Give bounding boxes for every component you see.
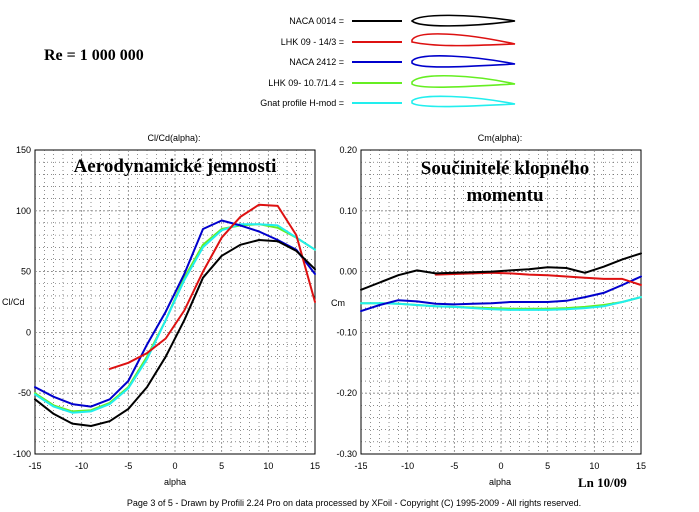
airfoil-shape-icon <box>411 74 516 88</box>
airfoil-shape-icon <box>410 14 516 27</box>
x-tick-label: 5 <box>219 461 224 471</box>
series-line <box>360 275 642 313</box>
x-tick-label: 10 <box>589 461 599 471</box>
x-tick-labels: -15 -10 -5 0 5 10 15 <box>354 461 646 471</box>
moment-coefficient-chart: Cm(alpha): 0.20 0.10 0.00 -0.10 -0.20 -0.30 -… <box>331 133 646 487</box>
legend-item: NACA 2412 = <box>289 55 516 68</box>
overlay-title: Aerodynamické jemnosti <box>74 156 277 177</box>
y-tick-label: 0.10 <box>339 206 357 216</box>
legend-label: LHK 09- 10.7/1.4 = <box>268 78 344 88</box>
y-tick-label: 50 <box>21 267 31 277</box>
legend-item: NACA 0014 = <box>289 14 516 27</box>
revision-label: Ln 10/09 <box>578 475 627 490</box>
x-axis-label: alpha <box>164 477 186 487</box>
legend-label: LHK 09 - 14/3 = <box>281 37 344 47</box>
chart-title: Cm(alpha): <box>478 133 523 143</box>
series-line <box>360 296 642 311</box>
airfoil-shape-icon <box>411 55 516 68</box>
x-tick-label: -10 <box>401 461 414 471</box>
x-axis-label: alpha <box>489 477 511 487</box>
y-tick-labels: 0.20 0.10 0.00 -0.10 -0.20 -0.30 <box>336 145 357 459</box>
x-tick-label: -5 <box>124 461 132 471</box>
x-tick-label: 5 <box>545 461 550 471</box>
overlay-title-line-1: Součinitelé klopného <box>421 158 589 179</box>
x-tick-label: 15 <box>636 461 646 471</box>
x-tick-labels: -15 -10 -5 0 5 10 15 <box>28 461 320 471</box>
x-tick-label: 15 <box>310 461 320 471</box>
legend-label: Gnat profile H-mod = <box>260 98 344 108</box>
series-line <box>34 219 316 408</box>
series-lines <box>34 203 316 427</box>
series-line <box>108 203 316 370</box>
series-line <box>434 271 642 286</box>
chart-title: Cl/Cd(alpha): <box>147 133 200 143</box>
y-tick-label: 150 <box>16 145 31 155</box>
reynolds-label: Re = 1 000 000 <box>44 47 144 64</box>
legend: NACA 0014 = LHK 09 - 14/3 = NACA 2412 = LHK… <box>260 14 516 108</box>
grid <box>35 150 315 454</box>
y-tick-label: 0.00 <box>339 267 357 277</box>
footer-text: Page 3 of 5 - Drawn by Profili 2.24 Pro … <box>127 498 581 508</box>
x-tick-label: -15 <box>28 461 41 471</box>
x-tick-label: -15 <box>354 461 367 471</box>
overlay-title-line-2: momentu <box>466 185 543 206</box>
series-line <box>34 239 316 427</box>
legend-label: NACA 0014 = <box>289 16 344 26</box>
series-lines <box>360 252 642 313</box>
series-line <box>360 252 642 291</box>
x-tick-label: 0 <box>172 461 177 471</box>
y-tick-label: 100 <box>16 206 31 216</box>
legend-item: LHK 09 - 14/3 = <box>281 33 516 47</box>
y-tick-label: -0.20 <box>336 388 357 398</box>
y-tick-label: -0.10 <box>336 327 357 337</box>
y-tick-labels: -100 -50 0 50 100 150 <box>13 145 31 459</box>
x-tick-label: -5 <box>450 461 458 471</box>
series-line <box>34 223 316 414</box>
airfoil-shape-icon <box>411 33 516 47</box>
x-tick-label: 10 <box>263 461 273 471</box>
y-tick-label: -0.30 <box>336 449 357 459</box>
y-tick-label: 0 <box>26 327 31 337</box>
legend-label: NACA 2412 = <box>289 57 344 67</box>
legend-item: LHK 09- 10.7/1.4 = <box>268 74 516 88</box>
x-tick-label: -10 <box>75 461 88 471</box>
y-tick-label: -100 <box>13 449 31 459</box>
legend-item: Gnat profile H-mod = <box>260 95 516 108</box>
y-tick-label: 0.20 <box>339 145 357 155</box>
y-axis-label: Cm <box>331 298 345 308</box>
x-tick-label: 0 <box>498 461 503 471</box>
airfoil-shape-icon <box>411 95 516 108</box>
y-axis-label: Cl/Cd <box>2 297 25 307</box>
y-tick-label: -50 <box>18 388 31 398</box>
